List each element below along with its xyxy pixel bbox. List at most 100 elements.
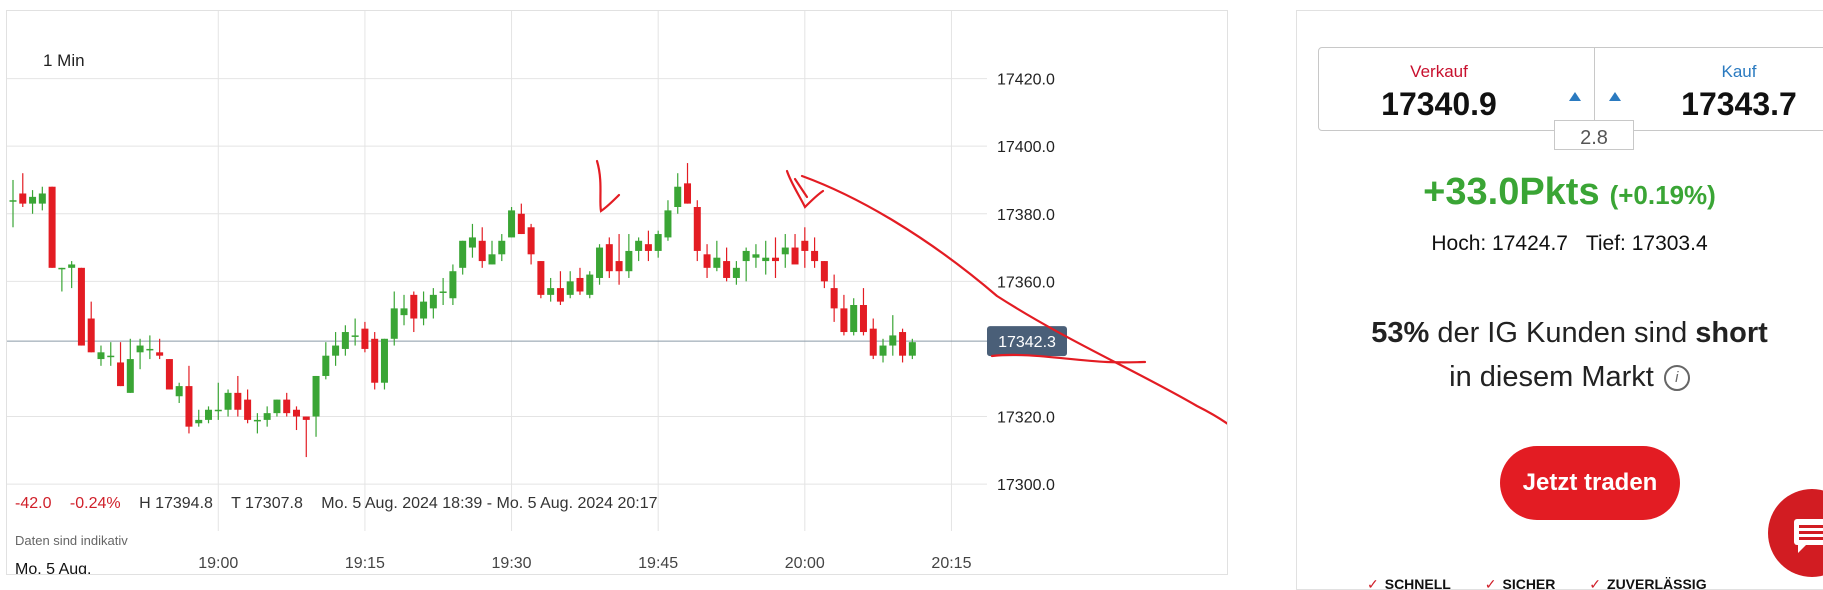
candle-body [537,261,545,295]
candle-body [547,288,555,295]
candle-body [811,250,819,262]
candle-body [723,261,731,278]
price-box: Verkauf 17340.9 Kauf 17343.7 2.8 [1318,47,1823,150]
candle-body [840,308,848,333]
chart-stats: -42.0 -0.24% H 17394.8 T 17307.8 Mo. 5 A… [15,495,672,513]
candle-body [468,237,476,248]
candle-body [214,409,222,412]
candle-body [371,338,379,383]
y-tick-label: 17320.0 [997,410,1055,427]
sell-price: 17340.9 [1381,86,1497,122]
y-tick-label: 17360.0 [997,274,1055,291]
candle-body [429,294,437,309]
sentiment-text: der IG Kunden sind [1437,317,1688,349]
candle-body [644,244,652,251]
candle-body [576,277,584,292]
trade-now-button[interactable]: Jetzt traden [1500,446,1680,520]
candle-body [380,338,388,383]
candle-body [586,274,594,295]
spread-value: 2.8 [1554,120,1634,150]
interval-selector[interactable]: 1 Min [37,49,91,73]
annotation-arrow [785,169,825,209]
candle-body [126,359,134,393]
candle-body [165,359,173,390]
info-icon[interactable]: i [1663,365,1690,392]
candle-body [664,210,672,238]
candle-body [420,301,428,319]
annotation-trendline [800,174,1227,425]
candle-body [351,335,359,337]
candle-body [361,328,369,349]
candle-body [390,308,398,339]
buy-button[interactable]: Kauf 17343.7 [1595,48,1823,132]
candle-body [341,332,349,349]
day-low: Tief: 17303.4 [1585,232,1708,255]
check-icon: ✓ [1484,576,1497,590]
candle-body [762,257,770,262]
y-tick-label: 17400.0 [997,139,1055,156]
annotation-support-line [990,353,1147,364]
change-percent: -0.24% [69,495,121,512]
candle-body [596,247,604,278]
candle-body [136,345,144,353]
candle-body [791,247,799,265]
x-tick-label: 19:45 [638,555,678,572]
candle-body [859,305,867,333]
candle-body [781,247,789,255]
candle-body [488,254,496,265]
change-percent-badge: (+0.19%) [1609,180,1716,210]
y-tick-label: 17420.0 [997,72,1055,89]
candle-body [195,419,203,424]
trust-badges: ✓ SCHNELL ✓ SICHER ✓ ZUVERLÄSSIG [1367,576,1737,590]
candle-body [703,254,711,268]
candle-body [674,186,682,207]
candle-body [566,281,574,295]
sentiment-direction: short [1695,317,1768,349]
candle-body [693,207,701,251]
x-tick-label: 19:30 [492,555,532,572]
high-low: Hoch: 17424.7 Tief: 17303.4 [1297,232,1823,256]
candle-body [400,308,408,316]
change-points: +33.0Pkts [1423,171,1600,213]
candle-body [244,399,252,420]
candle-body [635,240,643,251]
sell-label: Verkauf [1410,62,1468,81]
x-tick-label: 20:15 [931,555,971,572]
candle-body [302,416,310,420]
candle-body [459,240,467,268]
y-tick-label: 17300.0 [997,477,1055,494]
current-price-tag [987,326,1067,357]
chat-button[interactable] [1768,489,1823,577]
sentiment-tail: in diesem Markt [1449,361,1654,393]
chat-icon [1794,519,1823,553]
candle-body [332,345,340,356]
candle-body [185,386,193,427]
candle-body [253,419,261,422]
candle-body [654,234,662,251]
candle-body [58,267,66,270]
candle-body [908,342,916,356]
candle-body [205,409,213,420]
chart-panel[interactable]: 17420.0 17400.0 17380.0 17360.0 17320.0 17300… [6,10,1228,575]
candle-body [107,355,115,358]
day-high: Hoch: 17424.7 [1431,232,1568,255]
candle-body [283,399,291,414]
candle-body [713,257,721,268]
change-value: -42.0 [15,495,52,512]
x-tick-label: 20:00 [785,555,825,572]
candle-body [732,267,740,278]
candle-body [771,257,779,262]
candle-body [869,328,877,356]
candle-body [605,244,613,272]
candle-body [517,213,525,235]
indicative-disclaimer: Daten sind indikativ [15,533,128,548]
candlestick-chart[interactable]: 17420.0 17400.0 17380.0 17360.0 17320.0 17300… [7,11,1228,575]
candle-body [224,392,232,410]
candle-body [879,345,887,356]
candle-body [625,250,633,272]
price-divider [1594,48,1595,132]
candle-body [97,352,105,360]
time-range: Mo. 5 Aug. 2024 18:39 - Mo. 5 Aug. 2024 … [321,495,658,512]
sell-button[interactable]: Verkauf 17340.9 [1319,48,1594,132]
badge-secure: ✓ SICHER [1484,576,1556,590]
